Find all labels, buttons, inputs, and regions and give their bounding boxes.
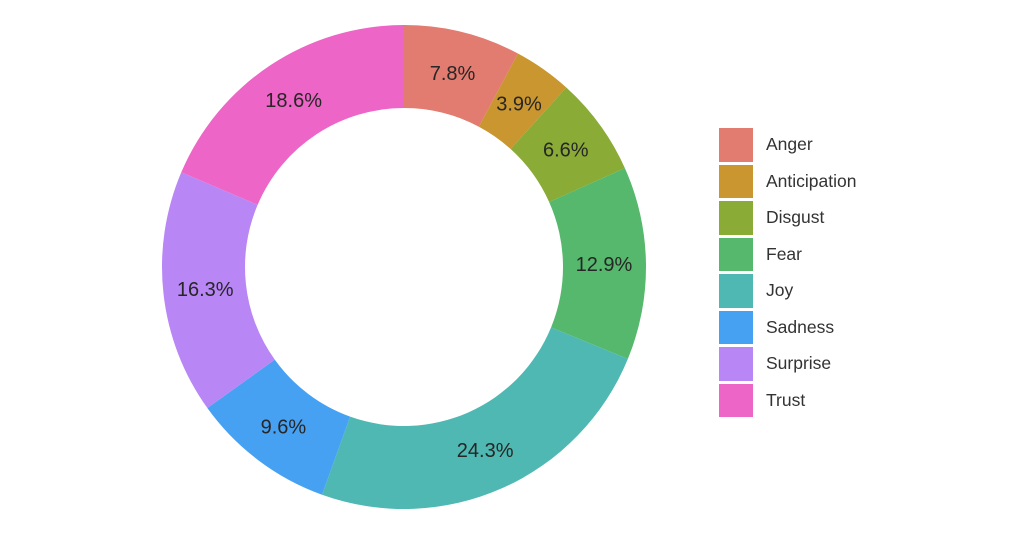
slice-label-surprise: 16.3% — [177, 279, 234, 301]
legend-swatch-disgust — [719, 201, 753, 235]
legend-item-sadness: Sadness — [719, 310, 856, 344]
slice-label-disgust: 6.6% — [543, 139, 589, 161]
slice-label-sadness: 9.6% — [261, 417, 307, 439]
legend-item-fear: Fear — [719, 237, 856, 271]
legend-label-joy: Joy — [766, 280, 794, 301]
slice-sadness — [207, 359, 351, 495]
slice-joy — [322, 327, 628, 509]
legend: Anger Anticipation Disgust Fear Joy Sadness Su… — [719, 128, 856, 417]
legend-label-sadness: Sadness — [766, 316, 835, 337]
slice-label-anger: 7.8% — [430, 63, 476, 85]
legend-item-trust: Trust — [719, 383, 856, 417]
legend-label-surprise: Surprise — [766, 353, 832, 374]
legend-label-anticipation: Anticipation — [766, 170, 857, 191]
legend-label-anger: Anger — [766, 134, 813, 155]
legend-swatch-joy — [719, 274, 753, 308]
slice-label-trust: 18.6% — [265, 90, 322, 112]
legend-swatch-sadness — [719, 310, 753, 344]
slice-label-fear: 12.9% — [576, 254, 633, 276]
legend-swatch-fear — [719, 237, 753, 271]
legend-item-anticipation: Anticipation — [719, 164, 857, 198]
legend-swatch-surprise — [719, 347, 753, 381]
slice-surprise — [161, 172, 275, 409]
slice-label-anticipation: 3.9% — [496, 93, 542, 115]
slice-fear — [549, 168, 647, 359]
slice-disgust — [510, 87, 625, 203]
slice-trust — [181, 25, 404, 205]
legend-item-surprise: Surprise — [719, 347, 856, 381]
legend-label-disgust: Disgust — [766, 207, 825, 228]
legend-item-anger: Anger — [719, 128, 856, 162]
legend-swatch-trust — [719, 383, 753, 417]
legend-label-trust: Trust — [766, 389, 806, 410]
legend-swatch-anger — [719, 128, 753, 162]
slice-anger — [404, 25, 518, 127]
legend-label-fear: Fear — [766, 243, 802, 264]
slice-label-joy: 24.3% — [457, 440, 514, 462]
legend-swatch-anticipation — [719, 164, 753, 198]
slice-anticipation — [478, 53, 567, 150]
legend-item-joy: Joy — [719, 274, 856, 308]
legend-item-disgust: Disgust — [719, 201, 856, 235]
